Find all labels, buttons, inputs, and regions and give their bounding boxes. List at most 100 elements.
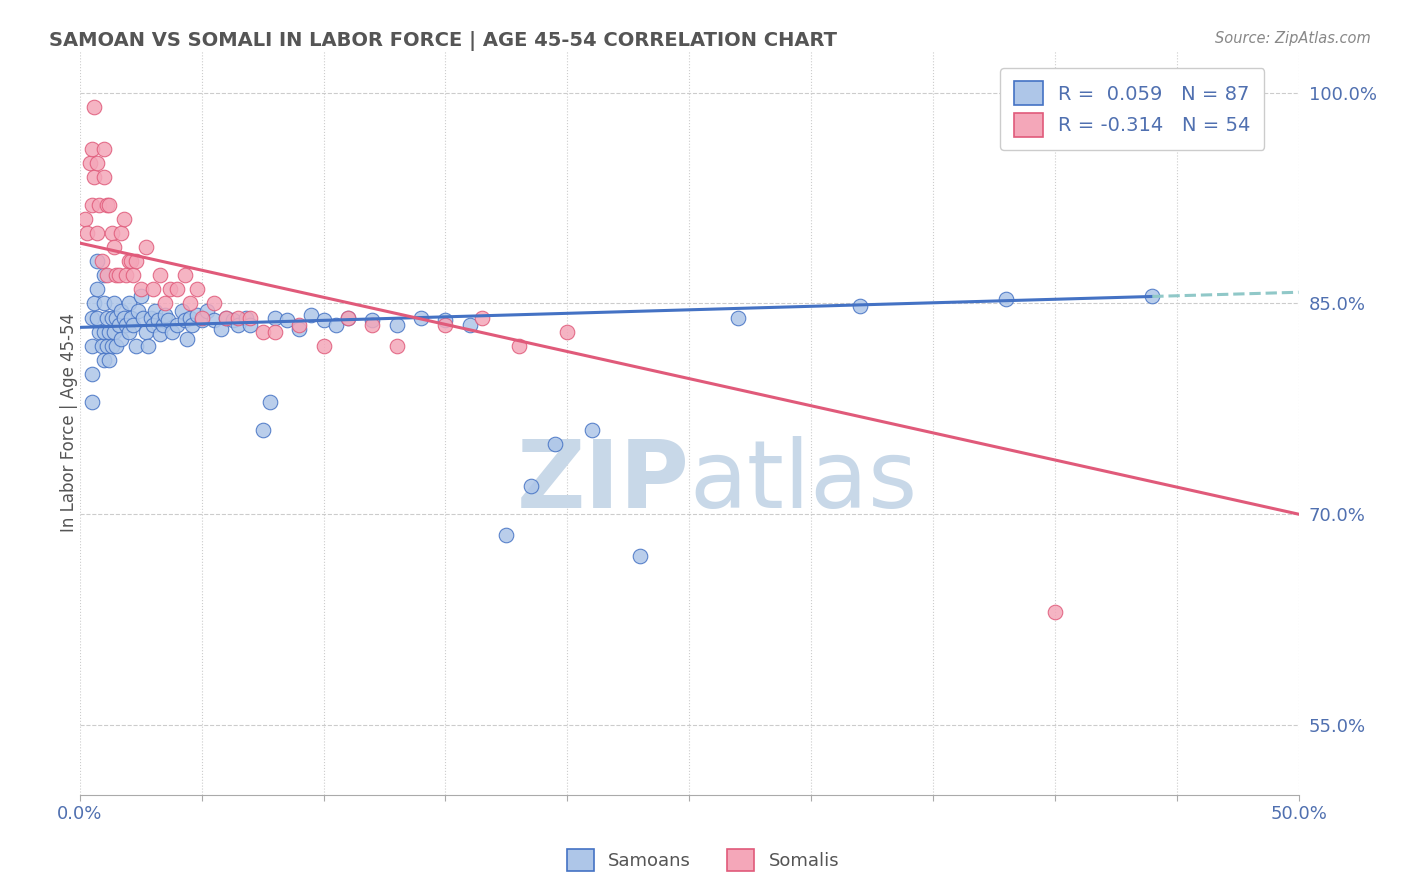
Point: [98, 352, 121, 367]
Point: [105, 268, 128, 283]
Point: [100, 338, 122, 352]
Point: [288, 318, 311, 332]
Point: [115, 268, 138, 283]
Point: [385, 318, 408, 332]
Point: [361, 313, 384, 327]
Point: [86, 227, 108, 241]
Point: [103, 240, 125, 254]
Point: [581, 423, 603, 437]
Point: [252, 423, 274, 437]
Point: [86, 310, 108, 325]
Point: [312, 313, 335, 327]
Point: [152, 318, 174, 332]
Point: [122, 318, 145, 332]
Point: [93, 325, 115, 339]
Point: [86, 282, 108, 296]
Point: [79, 156, 101, 170]
Point: [495, 528, 517, 542]
Point: [120, 310, 142, 325]
Point: [336, 310, 359, 325]
Point: [1142, 289, 1164, 303]
Point: [110, 332, 132, 346]
Legend: Samoans, Somalis: Samoans, Somalis: [560, 842, 846, 879]
Text: SAMOAN VS SOMALI IN LABOR FORCE | AGE 45-54 CORRELATION CHART: SAMOAN VS SOMALI IN LABOR FORCE | AGE 45…: [49, 31, 837, 51]
Point: [120, 254, 142, 268]
Point: [127, 303, 149, 318]
Y-axis label: In Labor Force | Age 45-54: In Labor Force | Age 45-54: [60, 313, 77, 533]
Point: [508, 338, 530, 352]
Point: [226, 310, 249, 325]
Point: [222, 313, 245, 327]
Point: [385, 338, 408, 352]
Point: [110, 227, 132, 241]
Point: [86, 156, 108, 170]
Point: [239, 318, 262, 332]
Point: [153, 308, 176, 322]
Point: [202, 296, 225, 310]
Legend: R =  0.059   N = 87, R = -0.314   N = 54: R = 0.059 N = 87, R = -0.314 N = 54: [1000, 68, 1264, 150]
Point: [135, 325, 157, 339]
Point: [215, 310, 238, 325]
Point: [86, 254, 108, 268]
Point: [409, 310, 432, 325]
Point: [146, 313, 169, 327]
Point: [156, 313, 179, 327]
Point: [179, 296, 201, 310]
Point: [100, 227, 122, 241]
Point: [103, 296, 125, 310]
Point: [179, 310, 201, 325]
Point: [139, 310, 162, 325]
Point: [80, 142, 103, 156]
Point: [630, 549, 652, 564]
Point: [90, 338, 112, 352]
Point: [98, 198, 121, 212]
Point: [336, 310, 359, 325]
Point: [80, 394, 103, 409]
Text: ZIP: ZIP: [516, 436, 689, 528]
Point: [89, 198, 111, 212]
Point: [108, 318, 131, 332]
Point: [312, 338, 335, 352]
Point: [149, 327, 172, 342]
Point: [93, 352, 115, 367]
Point: [83, 296, 105, 310]
Point: [98, 325, 121, 339]
Point: [239, 310, 262, 325]
Point: [166, 318, 188, 332]
Point: [173, 313, 195, 327]
Point: [96, 198, 118, 212]
Point: [166, 282, 188, 296]
Point: [135, 240, 157, 254]
Point: [149, 268, 172, 283]
Point: [186, 308, 208, 322]
Point: [995, 293, 1018, 307]
Point: [557, 325, 579, 339]
Point: [142, 318, 165, 332]
Point: [215, 310, 238, 325]
Point: [153, 296, 176, 310]
Point: [96, 268, 118, 283]
Point: [112, 310, 135, 325]
Point: [117, 296, 139, 310]
Point: [162, 325, 184, 339]
Point: [190, 310, 212, 325]
Point: [105, 310, 128, 325]
Point: [263, 310, 285, 325]
Point: [520, 479, 543, 493]
Point: [129, 282, 152, 296]
Point: [132, 310, 155, 325]
Point: [90, 254, 112, 268]
Point: [176, 332, 198, 346]
Point: [849, 299, 872, 313]
Point: [471, 310, 494, 325]
Point: [73, 212, 96, 227]
Point: [110, 303, 132, 318]
Point: [544, 437, 567, 451]
Point: [145, 303, 167, 318]
Point: [159, 282, 181, 296]
Point: [96, 338, 118, 352]
Point: [129, 289, 152, 303]
Point: [93, 170, 115, 185]
Point: [83, 100, 105, 114]
Point: [202, 313, 225, 327]
